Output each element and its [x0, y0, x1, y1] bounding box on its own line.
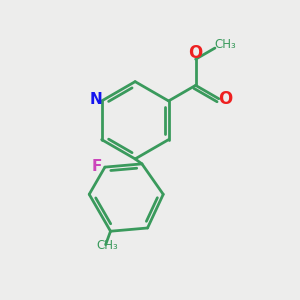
Text: F: F	[92, 159, 102, 174]
Text: O: O	[188, 44, 202, 62]
Text: CH₃: CH₃	[96, 239, 118, 252]
Text: CH₃: CH₃	[214, 38, 236, 51]
Text: N: N	[90, 92, 103, 107]
Text: O: O	[218, 90, 232, 108]
